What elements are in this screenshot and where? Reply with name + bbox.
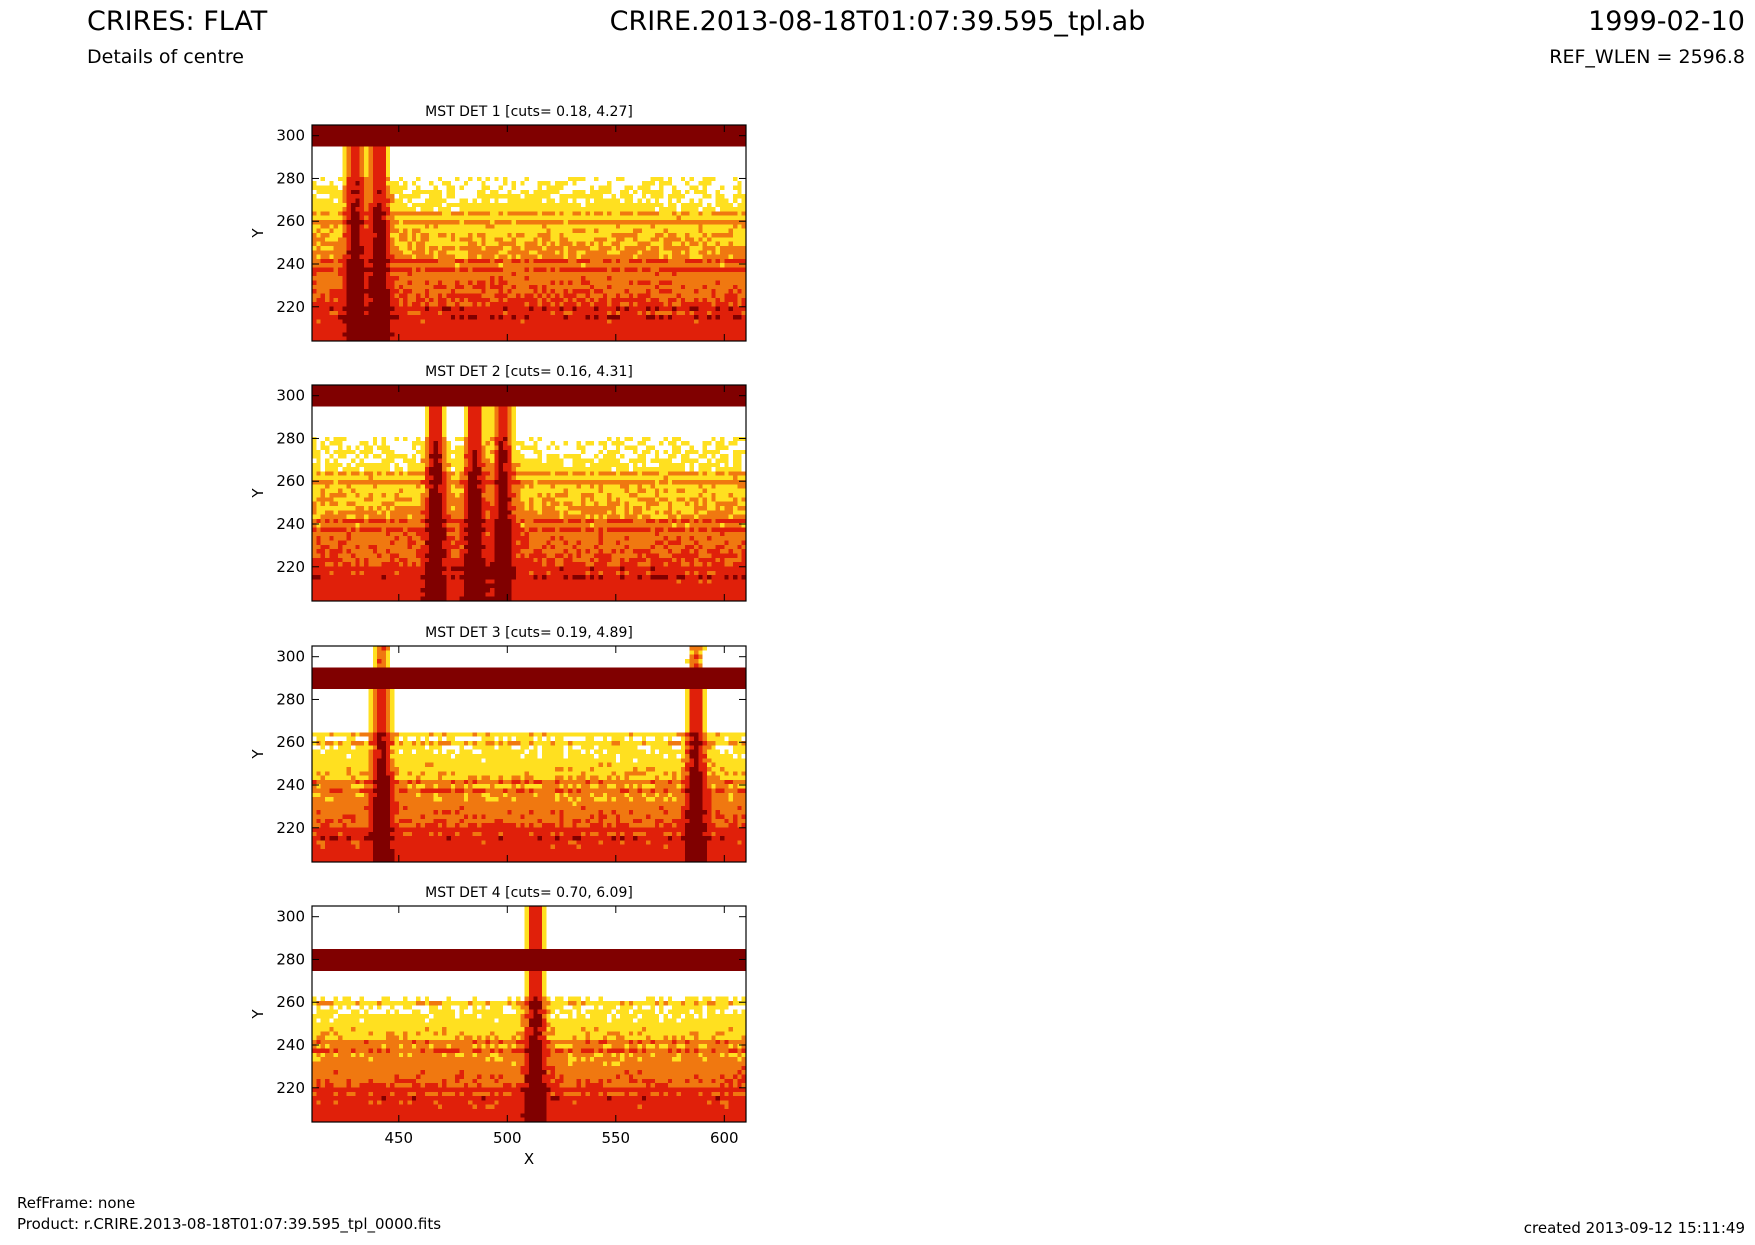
heatmap-image <box>312 646 746 862</box>
y-tick-label: 240 <box>276 515 305 533</box>
chart-panel-1: MST DET 1 [cuts= 0.18, 4.27] 220 240 260 280… <box>249 104 746 341</box>
panel-title: MST DET 1 [cuts= 0.18, 4.27] <box>425 104 633 120</box>
footer-product: Product: r.CRIRE.2013-08-18T01:07:39.595… <box>17 1215 441 1233</box>
y-tick-label: 280 <box>276 169 305 187</box>
heatmap-image <box>312 385 746 601</box>
y-tick-label: 260 <box>276 472 305 490</box>
chart-panel-2: MST DET 2 [cuts= 0.16, 4.31] 220 240 260 280… <box>249 364 746 601</box>
y-axis-label: Y <box>249 228 267 239</box>
y-tick-label: 260 <box>276 993 305 1011</box>
x-tick-label: 500 <box>493 1129 522 1147</box>
chart-panel-3: MST DET 3 [cuts= 0.19, 4.89] 220 240 260 280… <box>249 625 746 862</box>
panel-title: MST DET 2 [cuts= 0.16, 4.31] <box>425 364 633 380</box>
y-axis-label: Y <box>249 488 267 499</box>
y-tick-label: 220 <box>276 819 305 837</box>
y-tick-label: 260 <box>276 733 305 751</box>
y-axis-label: Y <box>249 749 267 760</box>
y-tick-label: 220 <box>276 1079 305 1097</box>
y-tick-label: 220 <box>276 558 305 576</box>
y-tick-label: 300 <box>276 908 305 926</box>
y-tick-label: 300 <box>276 127 305 145</box>
y-tick-label: 240 <box>276 255 305 273</box>
x-tick-label: 450 <box>384 1129 413 1147</box>
y-tick-label: 280 <box>276 950 305 968</box>
y-axis-label: Y <box>249 1009 267 1020</box>
footer-created: created 2013-09-12 15:11:49 <box>1524 1219 1745 1237</box>
y-tick-label: 280 <box>276 690 305 708</box>
x-tick-label: 550 <box>601 1129 630 1147</box>
y-tick-label: 220 <box>276 298 305 316</box>
panel-title: MST DET 4 [cuts= 0.70, 6.09] <box>425 885 633 901</box>
y-tick-label: 300 <box>276 648 305 666</box>
y-tick-label: 260 <box>276 212 305 230</box>
y-tick-label: 240 <box>276 776 305 794</box>
y-tick-label: 240 <box>276 1036 305 1054</box>
y-tick-label: 300 <box>276 387 305 405</box>
x-axis-label: X <box>524 1150 534 1168</box>
chart-panel-4: MST DET 4 [cuts= 0.70, 6.09] 220 240 260 280… <box>249 885 746 1168</box>
y-tick-label: 280 <box>276 429 305 447</box>
x-tick-label: 600 <box>710 1129 739 1147</box>
heatmap-image <box>312 906 746 1122</box>
footer-ref-frame: RefFrame: none <box>17 1194 135 1212</box>
heatmap-image <box>312 125 746 341</box>
panel-title: MST DET 3 [cuts= 0.19, 4.89] <box>425 625 633 641</box>
